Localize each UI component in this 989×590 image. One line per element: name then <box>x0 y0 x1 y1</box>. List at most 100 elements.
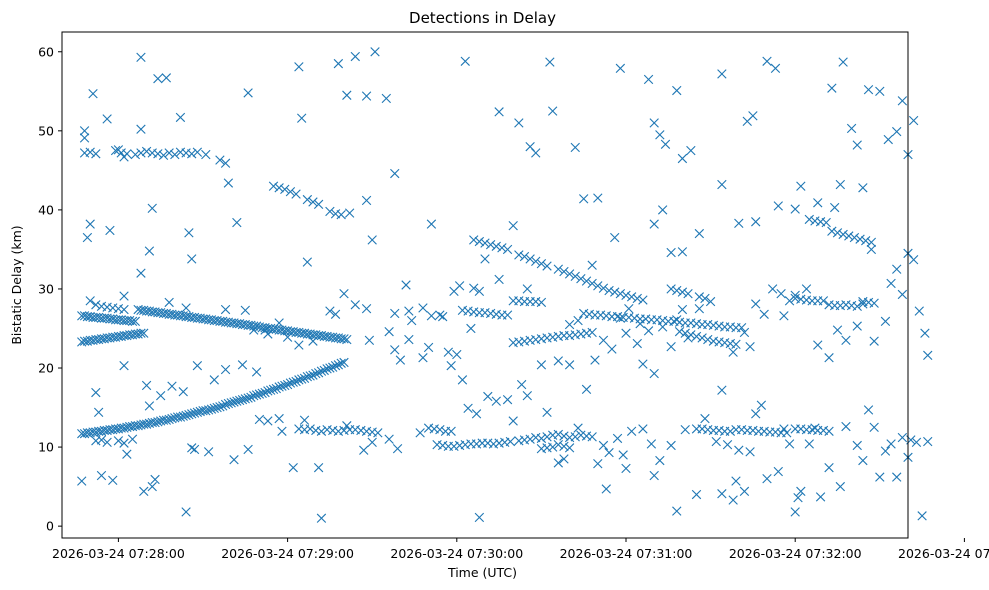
detection-point <box>841 421 851 432</box>
detection-point <box>700 293 710 304</box>
detection-point <box>852 140 862 150</box>
detection-point <box>299 415 310 425</box>
detection-point <box>308 197 318 207</box>
detection-point <box>313 199 324 210</box>
detection-point <box>189 444 200 455</box>
detection-point <box>119 360 129 371</box>
detection-point <box>869 298 879 308</box>
detection-point <box>497 243 507 253</box>
detection-point <box>725 426 736 436</box>
detection-point <box>773 201 783 211</box>
detection-point <box>404 334 414 345</box>
detection-point <box>452 349 462 360</box>
detection-point <box>751 217 761 227</box>
detection-point <box>291 376 301 387</box>
detection-point <box>502 394 513 405</box>
detection-point <box>790 290 800 300</box>
detection-point <box>694 292 705 302</box>
detection-point <box>547 106 558 116</box>
detection-point <box>305 424 315 434</box>
detection-point <box>359 445 369 455</box>
detection-point <box>471 409 482 419</box>
detection-point <box>770 63 781 74</box>
y-tick-label: 40 <box>38 202 54 217</box>
detection-point <box>829 202 840 213</box>
detection-point <box>136 268 146 278</box>
detection-point <box>175 412 186 422</box>
detection-point <box>119 291 129 301</box>
detection-point <box>776 289 786 299</box>
detection-point <box>917 511 927 521</box>
detection-point <box>615 63 626 74</box>
detection-point <box>621 290 631 300</box>
detection-point <box>508 416 518 426</box>
detection-point <box>522 284 532 294</box>
detection-point <box>858 299 868 309</box>
detection-point <box>841 335 851 346</box>
detection-point <box>694 228 705 239</box>
detection-point <box>782 428 792 438</box>
detection-point <box>136 328 146 338</box>
detection-point <box>564 360 575 370</box>
detection-point <box>119 304 129 315</box>
detection-point <box>677 304 688 315</box>
detection-point <box>604 285 614 296</box>
detection-point <box>485 239 496 250</box>
detection-point <box>469 235 479 245</box>
detection-point <box>536 433 547 444</box>
detection-point <box>79 133 90 143</box>
detection-point <box>263 329 273 339</box>
detection-point <box>460 56 470 66</box>
detection-point <box>164 148 174 158</box>
detection-point <box>559 431 569 441</box>
detection-point <box>271 383 282 394</box>
detection-point <box>342 90 352 100</box>
detection-point <box>703 334 713 345</box>
detection-point <box>325 306 335 316</box>
detection-point <box>443 347 454 357</box>
detection-point <box>282 379 293 390</box>
detection-point <box>672 85 682 96</box>
detection-point <box>147 481 157 492</box>
detection-point <box>815 492 826 502</box>
detection-point <box>474 286 485 297</box>
detection-point <box>576 273 586 284</box>
detection-point <box>110 145 121 156</box>
detection-point <box>91 149 101 159</box>
detection-point <box>187 409 197 419</box>
detection-point <box>167 381 177 391</box>
detection-point <box>79 126 90 136</box>
detection-point <box>127 316 138 327</box>
detection-point <box>677 287 688 297</box>
detection-point <box>821 217 831 228</box>
detection-point <box>869 422 879 433</box>
y-tick-label: 30 <box>38 281 54 296</box>
detection-point <box>649 368 659 379</box>
detection-point <box>751 299 761 309</box>
detection-point <box>268 384 279 395</box>
detection-point <box>505 436 516 447</box>
detection-point <box>674 326 685 337</box>
detection-point <box>141 146 152 157</box>
detection-point <box>474 236 485 247</box>
detection-point <box>897 289 908 300</box>
detection-point <box>285 187 296 197</box>
detection-point <box>722 440 733 450</box>
detection-point <box>666 247 676 258</box>
detection-point <box>804 214 814 225</box>
detection-point <box>686 145 696 156</box>
detection-point <box>559 266 569 277</box>
detection-point <box>203 447 214 457</box>
detection-point <box>598 335 609 346</box>
detection-point <box>220 399 231 410</box>
detection-point <box>748 111 758 121</box>
y-tick-label: 0 <box>46 519 54 534</box>
detection-point <box>593 281 603 291</box>
detection-point <box>717 179 727 190</box>
detection-point <box>330 360 341 371</box>
detection-point <box>288 377 298 387</box>
detection-point <box>316 513 327 523</box>
detection-point <box>268 181 279 191</box>
detection-point <box>96 470 107 481</box>
detection-point <box>446 426 456 436</box>
